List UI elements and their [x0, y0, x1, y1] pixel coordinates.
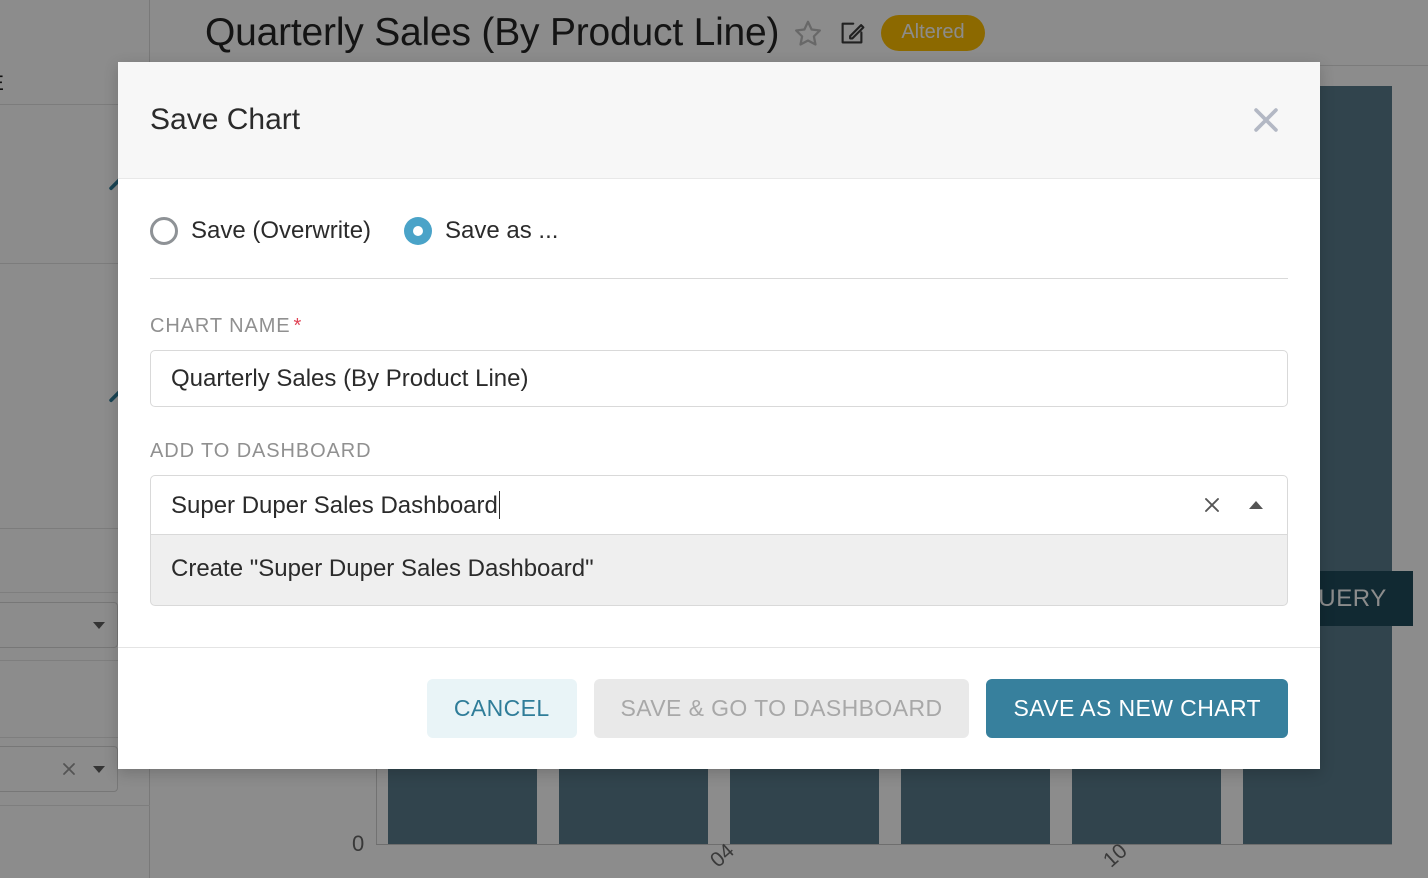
close-x-icon[interactable] [1197, 490, 1227, 520]
modal-footer: CANCEL SAVE & GO TO DASHBOARD SAVE AS NE… [118, 647, 1320, 769]
radio-button-selected-icon[interactable] [404, 217, 433, 245]
page-title: Quarterly Sales (By Product Line) [205, 10, 780, 54]
y-axis-tick-label: 0 [352, 831, 365, 856]
edit-pencil-icon[interactable] [837, 18, 867, 48]
divider [0, 660, 150, 661]
chart-name-label: CHART NAME * [150, 315, 1288, 338]
dashboard-select[interactable]: Super Duper Sales Dashboard [150, 475, 1288, 535]
add-to-dashboard-field: Super Duper Sales Dashboard Create "Supe… [150, 475, 1288, 606]
divider [150, 278, 1288, 279]
save-mode-radio-group: Save (Overwrite) Save as ... [150, 217, 1288, 245]
required-asterisk: * [293, 315, 303, 337]
star-outline-icon[interactable] [793, 18, 823, 48]
divider [0, 737, 150, 738]
cancel-button[interactable]: CANCEL [426, 679, 577, 738]
close-icon[interactable] [1244, 98, 1288, 142]
panel-tab-label: ZE [0, 72, 5, 96]
caret-down-icon[interactable] [89, 615, 109, 635]
chart-name-input[interactable] [150, 350, 1288, 407]
save-as-new-chart-button[interactable]: SAVE AS NEW CHART [986, 679, 1288, 738]
add-to-dashboard-label: ADD TO DASHBOARD [150, 440, 372, 462]
radio-button-unselected-icon[interactable] [150, 217, 178, 245]
x-axis-line [376, 844, 1392, 845]
radio-label: Save as ... [445, 217, 559, 244]
chart-name-label-text: CHART NAME [150, 315, 291, 337]
dropdown-option-create-dashboard[interactable]: Create "Super Duper Sales Dashboard" [171, 555, 594, 582]
close-x-icon[interactable] [59, 759, 79, 779]
caret-down-icon[interactable] [89, 759, 109, 779]
panel-metric-select[interactable] [0, 602, 118, 648]
panel-dimension-select[interactable] [0, 746, 118, 792]
divider [0, 592, 150, 593]
save-and-go-to-dashboard-button[interactable]: SAVE & GO TO DASHBOARD [593, 679, 970, 738]
modal-body: Save (Overwrite) Save as ... CHART NAME *… [118, 179, 1320, 647]
dashboard-dropdown-menu: Create "Super Duper Sales Dashboard" [150, 535, 1288, 606]
modal-title: Save Chart [150, 103, 301, 136]
dashboard-select-value[interactable]: Super Duper Sales Dashboard [171, 491, 1197, 520]
caret-up-icon[interactable] [1241, 490, 1271, 520]
divider [0, 104, 150, 105]
modal-header: Save Chart [118, 62, 1320, 179]
radio-save-as[interactable]: Save as ... [404, 217, 558, 245]
divider [0, 805, 150, 806]
save-chart-modal: Save Chart Save (Overwrite) Save as ... … [118, 62, 1320, 769]
radio-save-overwrite[interactable]: Save (Overwrite) [150, 217, 371, 245]
radio-label: Save (Overwrite) [191, 217, 372, 244]
status-badge: Altered [881, 14, 985, 51]
